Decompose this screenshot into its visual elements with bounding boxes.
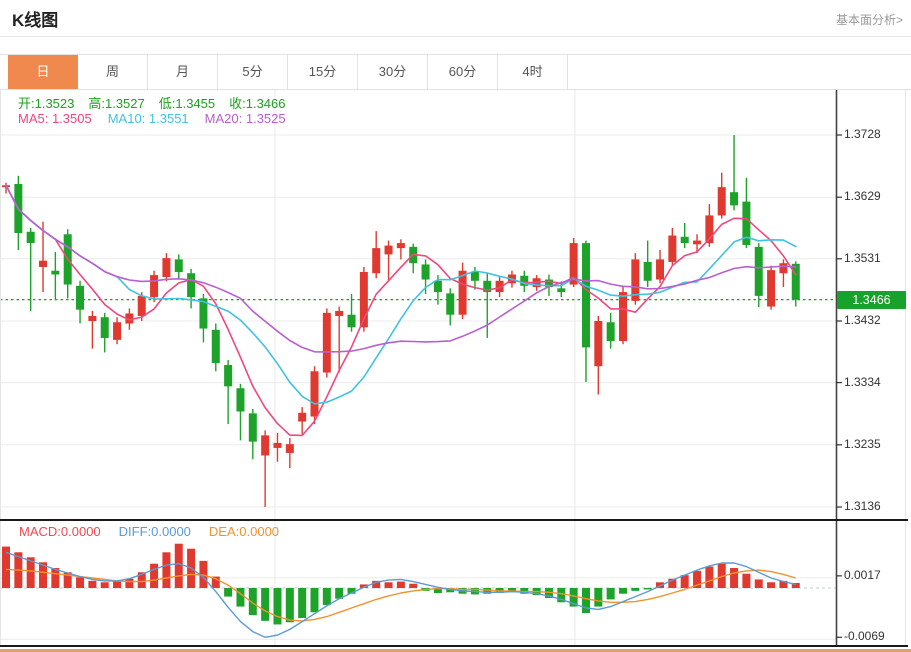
chart-region: 开:1.3523 高:1.3527 低:1.3455 收:1.3466 MA5: 1.… xyxy=(0,90,911,652)
macd-tick-label-0: 0.0017 xyxy=(844,567,881,582)
price-tick-label-6: 1.3136 xyxy=(844,499,881,513)
chart-left-border xyxy=(0,90,1,647)
ma-value-0: MA5: 1.3505 xyxy=(18,111,92,126)
current-price-badge: 1.3466 xyxy=(837,290,906,309)
ma-value-1: MA10: 1.3551 xyxy=(107,111,189,126)
page-title: K线图 xyxy=(12,11,59,30)
ohlc-value-2: 低:1.3455 xyxy=(158,96,216,111)
bottom-accent-line xyxy=(0,649,911,652)
macd-value-1: DIFF:0.0000 xyxy=(118,524,191,539)
price-tick-label-1: 1.3629 xyxy=(844,189,881,204)
ohlc-value-3: 收:1.3466 xyxy=(229,96,286,111)
period-tab-2[interactable]: 月 xyxy=(148,55,218,89)
chart-bottom-border xyxy=(0,645,908,647)
price-tick-label-2: 1.3531 xyxy=(844,250,881,265)
price-tick-label-5: 1.3235 xyxy=(844,436,881,451)
ma-value-2: MA20: 1.3525 xyxy=(204,111,286,126)
macd-value-0: MACD:0.0000 xyxy=(19,524,101,539)
ohlc-readout: 开:1.3523 高:1.3527 低:1.3455 收:1.3466 xyxy=(18,93,300,112)
ma-readout: MA5: 1.3505 MA10: 1.3551 MA20: 1.3525 xyxy=(18,111,302,126)
pane-separator xyxy=(0,519,908,521)
period-tab-4[interactable]: 15分 xyxy=(288,55,358,89)
period-tab-5[interactable]: 30分 xyxy=(358,55,428,89)
ohlc-value-0: 开:1.3523 xyxy=(18,96,75,111)
period-tabbar: 日周月 5分 15分 30分 60分 4时 xyxy=(0,54,911,90)
period-tab-1[interactable]: 周 xyxy=(78,55,148,89)
period-tab-0[interactable]: 日 xyxy=(8,55,78,89)
price-tick-label-0: 1.3728 xyxy=(844,127,881,141)
fundamental-analysis-link[interactable]: 基本面分析> xyxy=(835,13,903,27)
period-tab-7[interactable]: 4时 xyxy=(498,55,568,89)
price-tick-label-3: 1.3432 xyxy=(844,313,881,327)
macd-tick-label-1: -0.0069 xyxy=(844,629,885,644)
candlestick-chart[interactable] xyxy=(0,90,908,647)
chart-right-border xyxy=(905,90,906,647)
ohlc-value-1: 高:1.3527 xyxy=(88,96,145,111)
price-tick-label-4: 1.3334 xyxy=(844,374,881,389)
macd-readout: MACD:0.0000 DIFF:0.0000 DEA:0.0000 xyxy=(19,524,297,539)
period-tab-6[interactable]: 60分 xyxy=(428,55,498,89)
header-divider xyxy=(0,36,911,37)
period-tab-3[interactable]: 5分 xyxy=(218,55,288,89)
macd-value-2: DEA:0.0000 xyxy=(208,524,280,539)
